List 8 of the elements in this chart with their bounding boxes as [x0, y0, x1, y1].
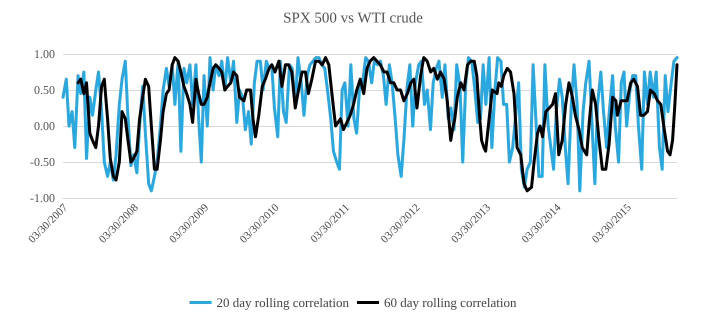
- y-tick-label: -0.50: [30, 155, 55, 169]
- y-tick-label: 1.00: [34, 47, 55, 61]
- legend-label: 20 day rolling correlation: [216, 295, 350, 310]
- y-tick-label: 0.50: [34, 83, 55, 97]
- chart-title: SPX 500 vs WTI crude: [283, 10, 424, 26]
- legend-label: 60 day rolling correlation: [384, 295, 517, 310]
- y-tick-label: -1.00: [30, 191, 55, 205]
- y-tick-label: 0.00: [34, 119, 55, 133]
